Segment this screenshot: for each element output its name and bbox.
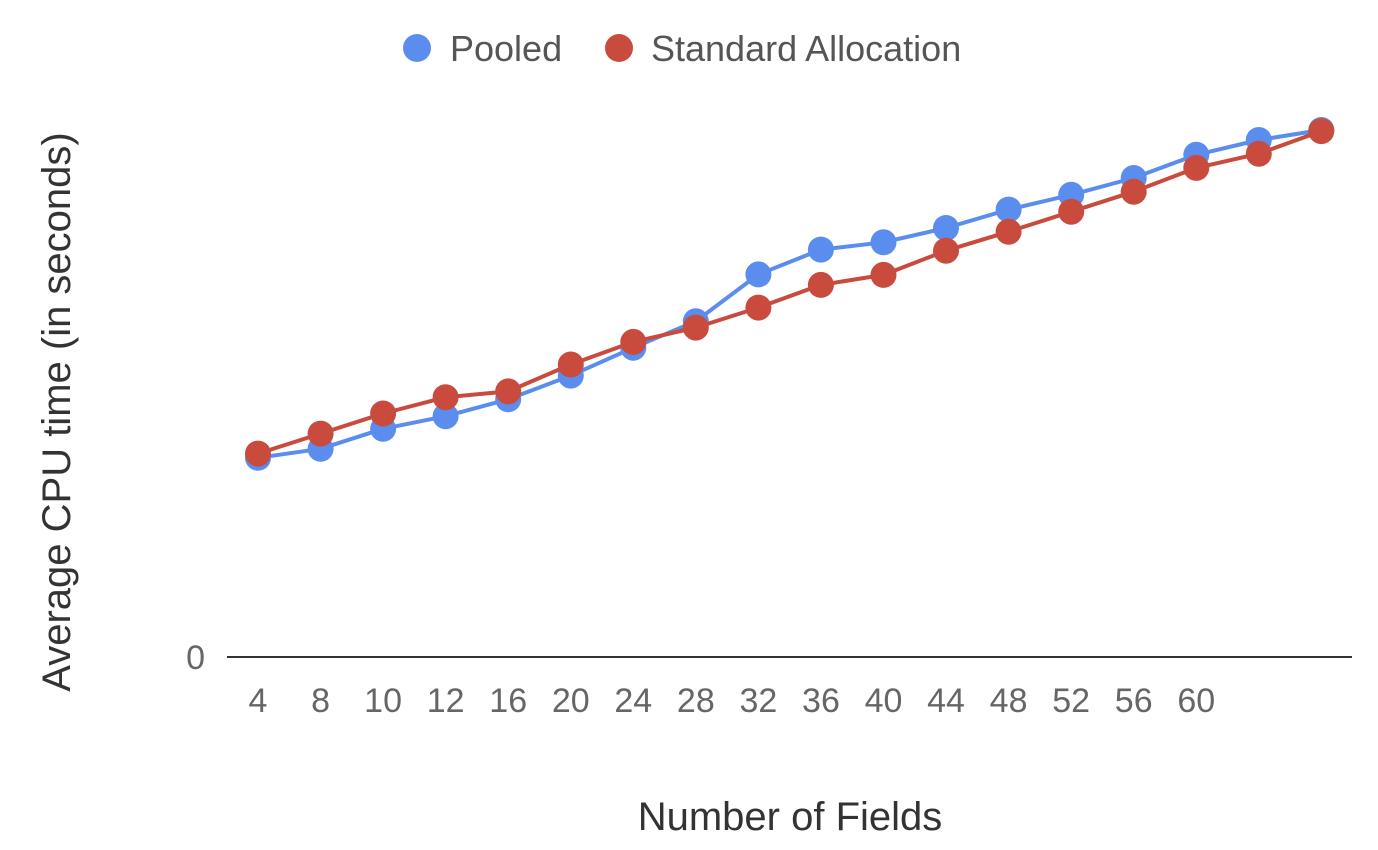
legend-label-standard-allocation: Standard Allocation (651, 28, 961, 69)
data-point-pooled (432, 403, 459, 430)
x-tick-label: 8 (311, 682, 330, 720)
x-tick-label: 40 (865, 682, 903, 720)
data-point-standard-allocation (1183, 154, 1210, 181)
series-standard-allocation (245, 118, 1335, 467)
series-layer (245, 117, 1335, 471)
data-point-standard-allocation (1245, 140, 1272, 167)
data-point-pooled (995, 196, 1022, 223)
x-tick-label: 28 (677, 682, 715, 720)
x-tick-label: 32 (739, 682, 777, 720)
x-tick-label: 48 (990, 682, 1028, 720)
data-point-standard-allocation (1058, 198, 1085, 225)
data-point-standard-allocation (495, 378, 522, 405)
data-point-standard-allocation (620, 328, 647, 355)
x-tick-label: 44 (927, 682, 965, 720)
data-point-standard-allocation (557, 351, 584, 378)
data-point-standard-allocation (1120, 178, 1147, 205)
data-point-standard-allocation (870, 261, 897, 288)
y-tick-label: 0 (186, 639, 205, 677)
data-point-standard-allocation (807, 271, 834, 298)
data-point-standard-allocation (307, 420, 334, 447)
data-point-pooled (870, 229, 897, 256)
legend-marker-standard-allocation (605, 34, 633, 62)
data-point-pooled (807, 236, 834, 263)
data-point-standard-allocation (245, 440, 271, 467)
series-line-standard-allocation (257, 129, 1322, 456)
data-point-standard-allocation (745, 294, 772, 321)
legend-marker-pooled (403, 34, 431, 62)
x-tick-label: 52 (1052, 682, 1090, 720)
x-axis-ticks: 4 8 10 12 16 20 24 28 32 36 40 44 48 52 56 60 (249, 682, 1216, 720)
series-pooled (245, 117, 1335, 471)
data-point-standard-allocation (370, 400, 397, 427)
x-tick-label: 4 (249, 682, 268, 720)
data-point-pooled (745, 261, 772, 288)
legend-label-pooled: Pooled (450, 28, 562, 69)
y-axis-ticks: 0 (186, 639, 205, 677)
data-point-pooled (933, 215, 959, 241)
y-axis-title: Average CPU time (in seconds) (35, 132, 79, 692)
x-tick-label: 56 (1115, 682, 1153, 720)
data-point-standard-allocation (933, 237, 959, 264)
x-tick-label: 12 (427, 682, 465, 720)
data-point-standard-allocation (995, 218, 1022, 245)
legend: Pooled Standard Allocation (403, 28, 961, 69)
x-tick-label: 36 (802, 682, 840, 720)
x-tick-label: 60 (1177, 682, 1215, 720)
x-tick-label: 16 (489, 682, 527, 720)
data-point-standard-allocation (682, 314, 709, 341)
x-tick-label: 10 (364, 682, 402, 720)
data-point-standard-allocation (432, 384, 459, 411)
x-tick-label: 24 (614, 682, 652, 720)
x-tick-label: 20 (552, 682, 590, 720)
x-axis-title: Number of Fields (638, 795, 943, 839)
data-point-standard-allocation (1308, 118, 1335, 145)
